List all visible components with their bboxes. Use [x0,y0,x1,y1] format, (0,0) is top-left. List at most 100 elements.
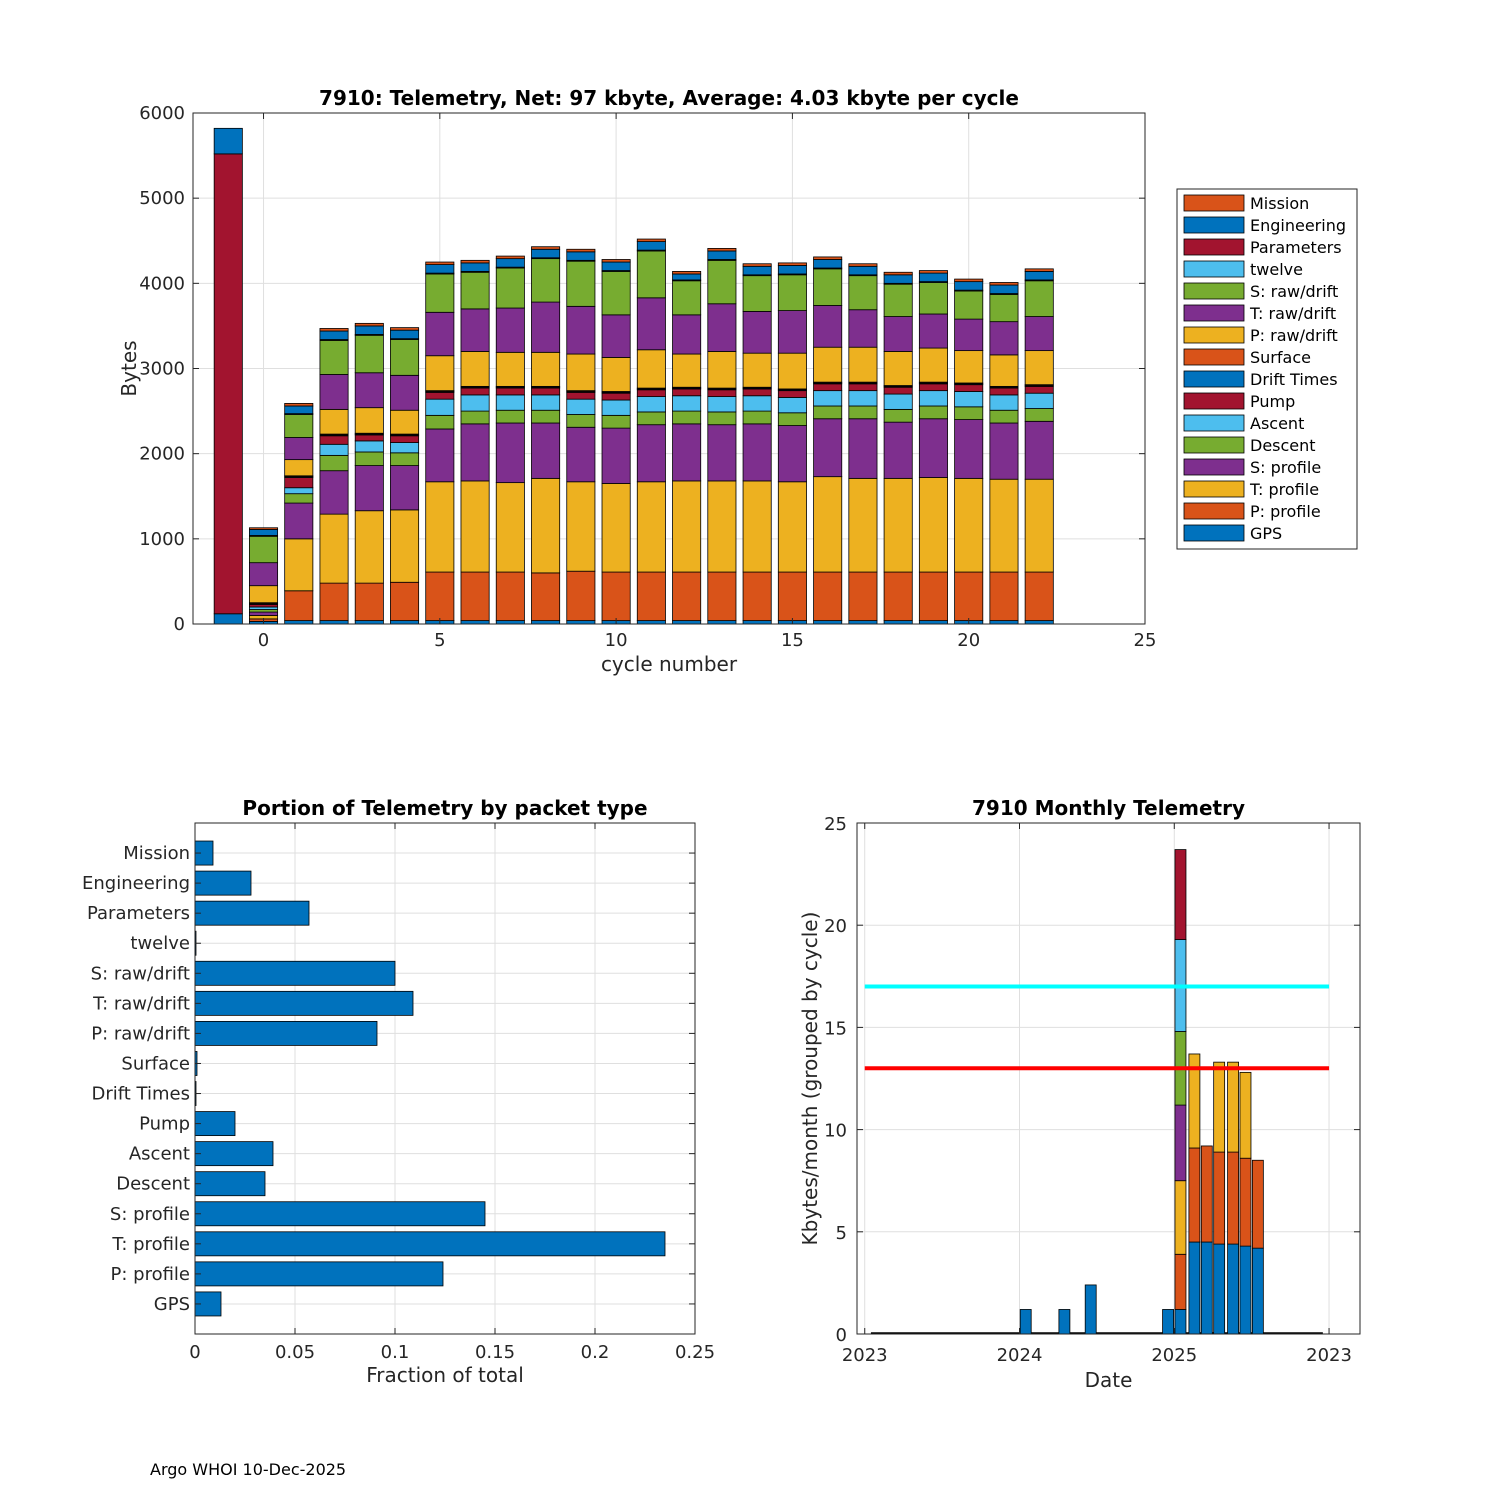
bar-segment [354,325,384,335]
bar-segment [989,321,1019,356]
bar-segment [531,258,561,303]
bar-segment [284,620,314,625]
bar-segment [495,571,525,621]
plot2-area [195,823,695,1334]
bar-segment [531,477,561,574]
month-bar-segment [1213,1243,1226,1335]
plot3-title: 7910 Monthly Telemetry [972,796,1245,820]
plot1-xtick-label: 15 [781,630,804,651]
bar-segment [777,310,807,354]
bar-segment [742,352,772,388]
bar-segment [989,620,1019,625]
bar-segment [883,351,913,386]
bar-segment [707,248,737,252]
plot2-xtick-label: 0 [189,1342,200,1363]
legend-entry: Descent [1250,436,1316,455]
bar-segment [813,571,843,621]
bar-segment [460,308,490,352]
month-bar-segment [1239,1157,1252,1247]
plot2-xlabel: Fraction of total [366,1363,524,1387]
bar-segment [354,582,384,621]
month-bar-segment [1239,1245,1252,1335]
bar-segment [848,263,878,267]
month-bar-segment [1227,1151,1239,1245]
month-bar-segment [1213,1151,1226,1245]
bar-segment [918,347,948,383]
bar-segment [566,570,596,621]
legend-entry: Surface [1250,348,1311,367]
legend-swatch [1183,194,1245,212]
bar-segment [1024,385,1054,394]
bar-segment [1024,280,1054,317]
bar-segment [636,389,666,398]
bar-segment [989,394,1019,411]
bar-segment [742,410,772,425]
bar-segment [672,571,702,621]
month-bar-segment [1019,1309,1032,1335]
bar-segment [531,409,561,424]
bar-segment [319,454,349,472]
plot1-ytick-label: 1000 [139,529,185,550]
plot2-xtick-label: 0.25 [675,1342,715,1363]
bar-segment [954,350,984,384]
plot2-xtick-label: 0.1 [381,1342,410,1363]
plot2-category-label: P: profile [111,1264,191,1285]
bar-segment [918,270,948,274]
bar-segment [636,241,666,251]
month-bar-segment [1058,1309,1071,1335]
bar-segment [848,383,878,392]
legend-entry: GPS [1250,524,1282,543]
bar-segment [707,620,737,625]
bar-segment [601,392,631,401]
bar-segment [566,260,596,307]
month-bar-segment [1174,1253,1187,1310]
bar-segment [989,387,1019,396]
legend-swatch [1183,370,1245,388]
bar-segment [777,571,807,621]
bar-segment [390,374,420,411]
bar-segment [707,303,737,352]
bar-segment [848,405,878,420]
bar-segment [918,383,948,392]
plot2-category-label: Descent [116,1174,190,1195]
bar-segment [284,405,314,415]
bar-segment [672,273,702,281]
plot2-category-label: GPS [154,1294,190,1315]
legend-entry: S: profile [1250,458,1321,477]
legend-entry: Drift Times [1250,370,1338,389]
bar-segment [284,590,314,621]
bar-segment [249,611,279,616]
hbar [194,870,252,896]
bar-segment [319,513,349,584]
bar-segment [848,265,878,276]
legend-swatch [1183,392,1245,410]
plot3-ylabel: Kbytes/month (grouped by cycle) [798,912,822,1246]
legend-swatch [1183,260,1245,278]
month-bar-segment [1188,1053,1201,1149]
bar-segment [1024,271,1054,281]
bar-segment [213,613,243,625]
legend-swatch [1183,326,1245,344]
bar-segment [531,351,561,387]
legend-entry: Ascent [1250,414,1304,433]
plot1-ytick-label: 5000 [139,188,185,209]
bar-segment [495,307,525,353]
bar-segment [777,274,807,311]
bar-segment [777,390,807,398]
bar-segment [495,258,525,268]
bar-segment [954,278,984,283]
bar-segment [742,263,772,267]
bar-segment [425,391,455,400]
plot2-category-label: Parameters [87,903,190,924]
bar-segment [954,384,984,392]
bar-segment [495,267,525,309]
plot1-ytick-label: 2000 [139,444,185,465]
bar-segment [883,421,913,479]
month-bar-segment [1188,1241,1201,1335]
bar-segment [672,395,702,412]
bar-segment [954,477,984,573]
bar-segment [601,427,631,484]
month-bar-segment [1174,849,1187,940]
bar-segment [742,423,772,482]
